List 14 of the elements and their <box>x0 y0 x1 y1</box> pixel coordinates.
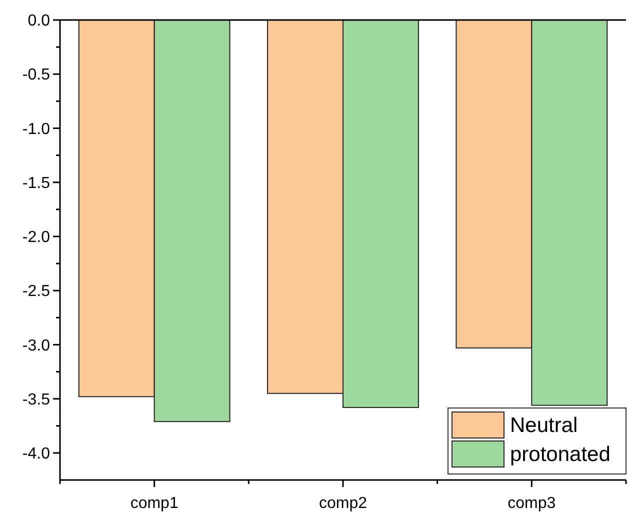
y-tick-label: -0.5 <box>22 66 50 84</box>
legend-label: Neutral <box>510 414 578 437</box>
y-tick-label: -1.5 <box>22 174 50 192</box>
y-tick-label: -3.5 <box>22 391 50 408</box>
x-tick-label: comp2 <box>318 495 368 512</box>
x-tick-label: comp3 <box>508 495 556 512</box>
legend-label: protonated <box>510 443 610 466</box>
y-tick-label: -1.0 <box>22 120 50 138</box>
x-tick-label: comp1 <box>130 495 178 512</box>
y-tick-label: -2.5 <box>22 283 50 300</box>
y-tick-label: -3.0 <box>22 337 50 354</box>
y-tick-label: -4.0 <box>22 446 50 463</box>
y-tick-label: 0.0 <box>28 12 50 30</box>
y-tick-label: -2.0 <box>22 229 50 246</box>
